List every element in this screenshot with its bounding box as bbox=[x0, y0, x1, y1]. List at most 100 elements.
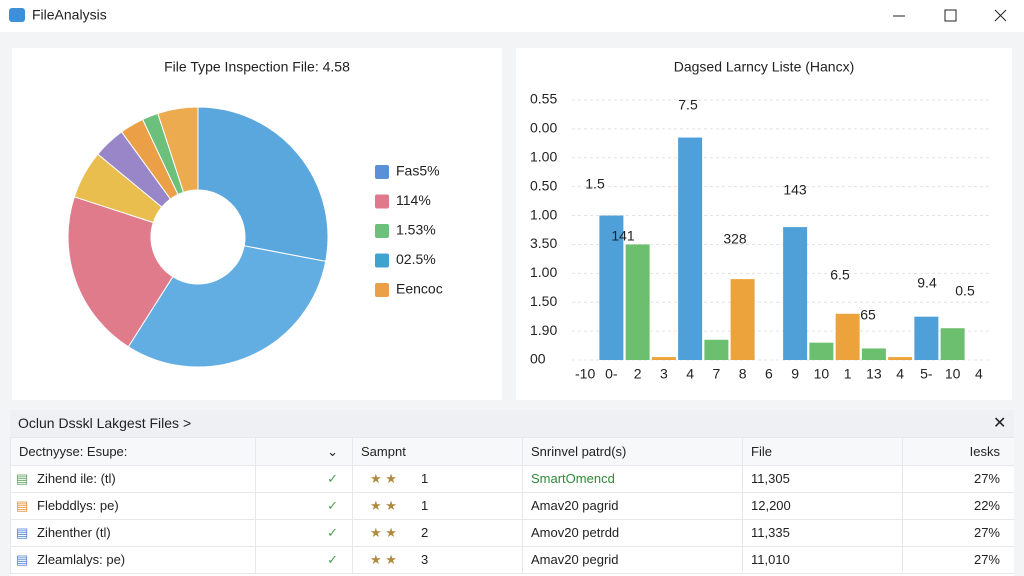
x-tick-label: 8 bbox=[739, 366, 747, 382]
app-window: FileAnalysis File Type Inspection File: … bbox=[0, 0, 1024, 400]
legend-swatch bbox=[375, 194, 389, 209]
table-header-bar: Oclun Dsskl Lakgest Files > ✕ bbox=[10, 410, 1014, 438]
bar bbox=[651, 357, 676, 360]
table-close[interactable]: ✕ bbox=[993, 415, 1007, 432]
file-size: 11,010 bbox=[742, 546, 902, 573]
legend-label: Eencoc bbox=[396, 281, 443, 297]
table-column-header: Dectnyyse: Esupe: Sampnt Snrinvel patrd(s)… bbox=[10, 438, 1014, 466]
window-title: FileAnalysis bbox=[32, 7, 107, 23]
x-tick-label: 4 bbox=[686, 366, 694, 382]
bar bbox=[809, 342, 834, 360]
x-tick-label: 3 bbox=[660, 366, 668, 382]
y-tick-label: 0.55 bbox=[530, 91, 557, 107]
star-count: 2 bbox=[352, 519, 522, 546]
bar bbox=[783, 227, 808, 360]
bar bbox=[835, 313, 860, 360]
table-row[interactable]: Zihend ile: (tl) 1 SmartOmencd 11,305 27% ▤ ✓ ★… bbox=[10, 465, 1014, 493]
bar-annotation: 141 bbox=[611, 228, 635, 244]
bar bbox=[940, 328, 965, 360]
y-tick-label: 00 bbox=[530, 351, 546, 367]
x-tick-label: 2 bbox=[634, 366, 642, 382]
table-row[interactable]: Zleamlalys: pe) 3 Amav20 pegrid 11,010 27% ▤ ✓… bbox=[10, 546, 1014, 574]
check-icon: ✓ bbox=[255, 465, 352, 492]
x-tick-label: 9 bbox=[791, 366, 799, 382]
path: Amav20 pagrid bbox=[522, 492, 742, 519]
bar-annotation: 143 bbox=[783, 182, 807, 198]
star-icons: ★ ★ bbox=[370, 552, 397, 567]
pie-title: File Type Inspection File: 4.58 bbox=[164, 59, 350, 75]
bar-annotation: 9.4 bbox=[917, 275, 937, 291]
table-row[interactable]: Zihenther (tl) 2 Amov20 petrdd 11,335 27% ▤ ✓ ★… bbox=[10, 519, 1014, 547]
table-row[interactable]: Flebddlys: pe) 1 Amav20 pagrid 12,200 22% ▤ ✓ ★… bbox=[10, 492, 1014, 520]
bar-annotation: 7.5 bbox=[678, 97, 698, 113]
column-header[interactable]: Dectnyyse: Esupe: bbox=[10, 438, 255, 465]
legend-label: 114% bbox=[396, 192, 431, 208]
bar-annotation: 0.5 bbox=[955, 283, 975, 299]
y-tick-label: 1.50 bbox=[530, 293, 557, 309]
check-icon: ✓ bbox=[255, 519, 352, 546]
x-tick-label: 7 bbox=[712, 366, 720, 382]
x-tick-label: 4 bbox=[975, 366, 983, 382]
bar-annotation: 1.5 bbox=[585, 176, 605, 192]
bar bbox=[914, 316, 939, 360]
y-tick-label: 1.90 bbox=[530, 322, 557, 338]
column-header[interactable]: File bbox=[742, 438, 902, 465]
close-button[interactable] bbox=[994, 9, 1007, 22]
file-size: 11,335 bbox=[742, 519, 902, 546]
column-header[interactable]: Snrinvel patrd(s) bbox=[522, 438, 742, 465]
x-tick-label: 6 bbox=[765, 366, 773, 382]
y-tick-label: 1.00 bbox=[530, 148, 557, 164]
path: SmartOmencd bbox=[522, 465, 742, 492]
x-tick-label: 0- bbox=[605, 366, 618, 382]
column-header[interactable]: Sampnt bbox=[352, 438, 522, 465]
star-count: 1 bbox=[352, 465, 522, 492]
path: Amov20 petrdd bbox=[522, 519, 742, 546]
bar bbox=[888, 357, 913, 360]
y-tick-label: 1.00 bbox=[530, 264, 557, 280]
dropdown-icon[interactable]: ⌄ bbox=[255, 438, 352, 465]
column-header[interactable]: Iesks bbox=[902, 438, 1014, 465]
file-size: 12,200 bbox=[742, 492, 902, 519]
legend-swatch bbox=[375, 283, 389, 297]
file-name: Zihend ile: (tl) bbox=[10, 465, 255, 492]
y-tick-label: 0.00 bbox=[530, 120, 557, 136]
pie-slice bbox=[127, 245, 327, 368]
task-share: 27% bbox=[902, 465, 1014, 492]
x-tick-label: 1 bbox=[844, 366, 852, 382]
path: Amav20 pegrid bbox=[522, 546, 742, 573]
bar bbox=[704, 339, 729, 360]
legend-swatch bbox=[375, 253, 389, 268]
x-tick-label: 10 bbox=[945, 366, 961, 382]
x-tick-label: -10 bbox=[575, 366, 595, 382]
star-count: 3 bbox=[352, 546, 522, 573]
x-tick-label: 5- bbox=[920, 366, 933, 382]
file-icon: ▤ bbox=[16, 471, 29, 486]
largest-files-table: Oclun Dsskl Lakgest Files > ✕ Dectnyyse:… bbox=[10, 410, 1014, 576]
x-tick-label: 13 bbox=[866, 366, 882, 382]
bar bbox=[678, 137, 703, 360]
task-share: 22% bbox=[902, 492, 1014, 519]
star-icons: ★ ★ bbox=[370, 471, 397, 486]
x-tick-label: 10 bbox=[814, 366, 830, 382]
file-icon: ▤ bbox=[16, 525, 29, 540]
bar-annotation: 65 bbox=[860, 307, 876, 323]
legend-label: 02.5% bbox=[396, 251, 436, 267]
task-share: 27% bbox=[902, 519, 1014, 546]
legend-label: Fas5% bbox=[396, 163, 440, 179]
check-icon: ✓ bbox=[255, 492, 352, 519]
table-title[interactable]: Oclun Dsskl Lakgest Files > bbox=[18, 415, 192, 431]
y-tick-label: 0.50 bbox=[530, 177, 557, 193]
bar-title: Dagsed Larncy Liste (Hancx) bbox=[674, 59, 855, 75]
maximize-button[interactable] bbox=[944, 9, 957, 22]
legend-label: 1.53% bbox=[396, 222, 436, 238]
file-name: Zleamlalys: pe) bbox=[10, 546, 255, 573]
bar bbox=[861, 348, 886, 360]
title-bar bbox=[0, 0, 1024, 32]
file-name: Zihenther (tl) bbox=[10, 519, 255, 546]
y-tick-label: 3.50 bbox=[530, 235, 557, 251]
y-tick-label: 1.00 bbox=[530, 206, 557, 222]
bar bbox=[599, 215, 624, 360]
file-icon: ▤ bbox=[16, 552, 29, 567]
bar-annotation: 328 bbox=[723, 231, 747, 247]
